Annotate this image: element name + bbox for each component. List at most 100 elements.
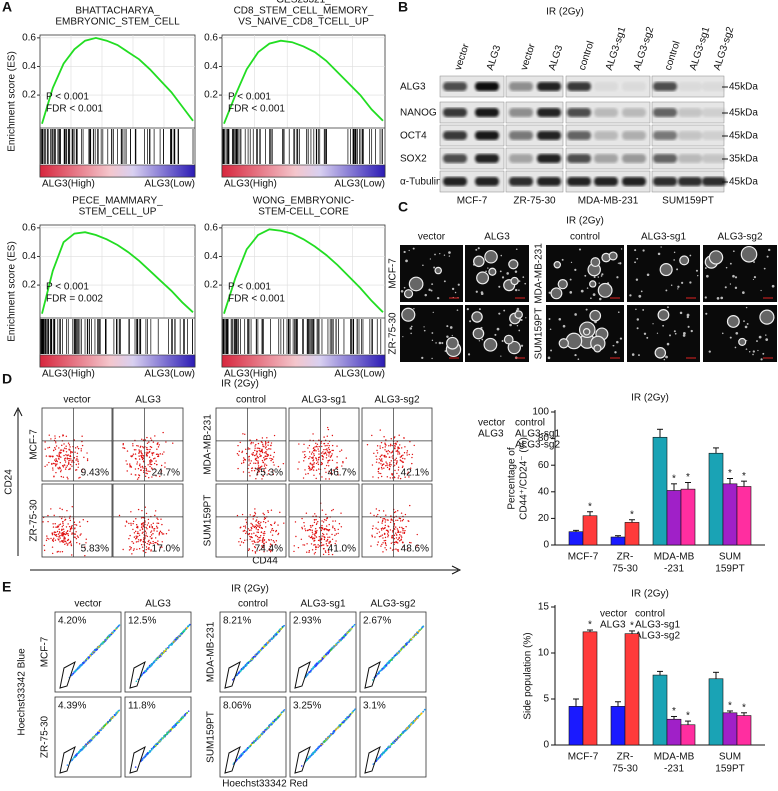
event: [311, 535, 313, 538]
event: [81, 444, 84, 447]
event: [396, 449, 399, 452]
debris: [436, 296, 440, 300]
event: [387, 662, 389, 665]
event: [298, 461, 300, 463]
event: [256, 535, 259, 538]
event: [249, 448, 251, 450]
event: [308, 550, 311, 552]
event: [411, 453, 414, 456]
event: [322, 451, 324, 453]
event: [388, 445, 390, 447]
event: [393, 534, 396, 537]
event: [258, 525, 260, 527]
event: [395, 463, 398, 465]
event: [242, 530, 245, 532]
event: [142, 524, 144, 527]
event: [261, 448, 263, 450]
event: [62, 520, 64, 523]
event: [339, 450, 341, 453]
event: [128, 549, 131, 551]
event: [262, 538, 264, 541]
event: [328, 523, 330, 526]
event: [158, 444, 160, 446]
event: [166, 733, 169, 735]
event: [142, 672, 145, 674]
event: [163, 735, 165, 738]
event: [274, 633, 276, 636]
event: [187, 625, 190, 627]
event: [173, 725, 175, 728]
flow-plot: [289, 696, 357, 778]
event: [52, 469, 54, 471]
debris: [524, 282, 527, 285]
event: [322, 532, 324, 535]
debris: [635, 308, 637, 311]
event: [278, 715, 281, 717]
event: [149, 461, 151, 463]
event: [271, 534, 274, 536]
event: [183, 629, 185, 631]
event: [65, 445, 67, 447]
event: [173, 640, 175, 643]
event: [385, 529, 388, 531]
debris: [402, 336, 404, 338]
gate-percent: 8.21%: [223, 616, 251, 627]
es-curve: [41, 231, 194, 314]
event: [54, 463, 56, 465]
event: [315, 532, 317, 534]
event: [87, 741, 89, 744]
event: [67, 533, 69, 535]
debris: [590, 297, 592, 300]
event: [316, 529, 318, 532]
event: [244, 539, 246, 542]
event: [139, 463, 141, 465]
panel-label: C: [398, 199, 408, 215]
event: [248, 471, 250, 474]
event: [150, 530, 153, 532]
event: [390, 658, 393, 661]
event: [71, 527, 73, 530]
event: [391, 657, 394, 659]
event: [371, 679, 374, 681]
event: [133, 449, 136, 451]
event: [403, 531, 406, 534]
event: [325, 540, 327, 542]
event: [102, 727, 104, 729]
event: [371, 536, 374, 538]
debris: [735, 331, 739, 335]
event: [396, 534, 398, 536]
event: [62, 533, 65, 535]
debris: [746, 322, 749, 325]
event: [380, 454, 382, 457]
event: [308, 535, 310, 537]
debris: [666, 342, 670, 346]
band: [594, 131, 618, 140]
event: [309, 671, 311, 673]
event: [159, 546, 161, 548]
y-axis-label: Side population (%): [523, 632, 534, 719]
event: [129, 463, 131, 465]
debris: [634, 249, 637, 252]
y-tick-label: 0.2: [22, 280, 36, 291]
event: [71, 459, 73, 462]
event: [54, 435, 56, 437]
x-label-left: ALG3(High): [224, 179, 277, 190]
event: [322, 656, 325, 659]
event: [70, 526, 73, 528]
event: [50, 508, 52, 510]
debris: [580, 289, 584, 293]
event: [141, 546, 144, 548]
debris: [574, 313, 577, 316]
event: [272, 539, 275, 542]
event: [64, 543, 66, 545]
x-tick-label: SUM: [719, 552, 741, 563]
event: [267, 641, 270, 643]
debris: [765, 334, 767, 336]
event: [180, 718, 183, 721]
event: [406, 452, 408, 454]
debris: [748, 351, 751, 353]
sphere: [726, 314, 740, 328]
event: [306, 543, 308, 545]
event: [272, 529, 275, 532]
es-curve: [223, 39, 384, 125]
